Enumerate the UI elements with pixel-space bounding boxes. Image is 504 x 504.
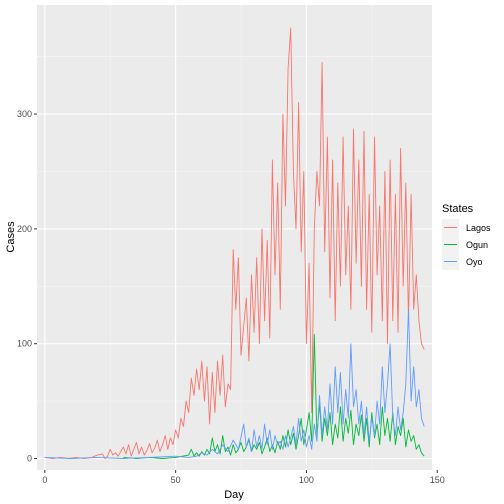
x-axis-title: Day [224,489,244,501]
y-tick-label: 200 [17,224,32,234]
x-tick-label: 50 [171,475,181,485]
major-gridlines [37,5,438,470]
x-axis-ticks: 0 50 100 150 [42,470,445,485]
y-axis-ticks: 0 100 200 300 [17,109,37,464]
legend-title: States [442,203,474,215]
x-tick-label: 150 [430,475,445,485]
legend-label-ogun: Ogun [466,240,488,250]
legend: States Lagos Ogun Oyo [442,203,491,270]
y-tick-label: 300 [17,109,32,119]
series-line-lagos [44,27,425,459]
series-line-oyo [44,308,425,459]
y-tick-label: 100 [17,339,32,349]
y-tick-label: 0 [27,454,32,464]
plot-panel [37,5,432,470]
minor-gridlines [37,5,432,470]
x-tick-label: 0 [42,475,47,485]
legend-label-oyo: Oyo [466,257,483,267]
y-axis-title: Cases [5,221,17,253]
series-lines [44,27,425,459]
x-tick-label: 100 [299,475,314,485]
legend-label-lagos: Lagos [466,223,491,233]
